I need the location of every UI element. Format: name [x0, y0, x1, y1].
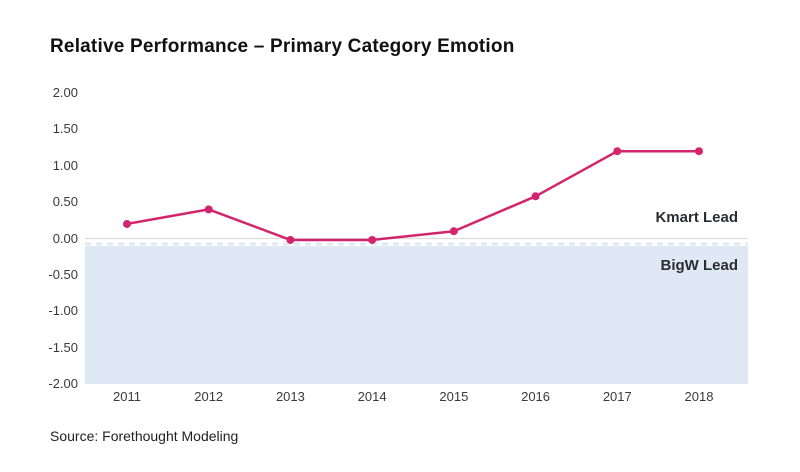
data-point — [449, 227, 458, 236]
x-axis-tick-label: 2018 — [684, 389, 714, 404]
data-point — [123, 219, 131, 228]
kmart-lead-label: Kmart Lead — [655, 209, 738, 226]
y-axis-tick-label: -1.50 — [48, 339, 78, 355]
bigw-lead-label: BigW Lead — [660, 257, 739, 274]
y-axis-tick-label: 0.50 — [52, 194, 78, 210]
data-point — [695, 147, 703, 156]
y-axis-tick-label: 0.00 — [52, 230, 78, 246]
data-point — [286, 235, 295, 244]
x-axis-tick-label: 2014 — [357, 389, 387, 404]
x-axis-tick-label: 2015 — [439, 389, 469, 404]
x-axis-tick-label: 2011 — [113, 389, 141, 404]
x-axis-tick-label: 2017 — [602, 389, 632, 404]
y-axis-tick-label: -2.00 — [48, 376, 78, 391]
y-axis-tick-label: 1.50 — [52, 121, 78, 137]
line-series — [125, 149, 701, 242]
data-point — [613, 147, 622, 156]
bigw-lead-region — [85, 246, 748, 384]
y-axis-tick-label: 1.00 — [52, 157, 78, 173]
page-title: Relative Performance – Primary Category … — [50, 36, 515, 57]
x-axis-tick-label: 2013 — [275, 389, 305, 404]
data-point — [204, 205, 213, 214]
x-axis-tick-label: 2012 — [194, 389, 224, 404]
data-point — [531, 192, 540, 201]
y-axis-tick-label: -0.50 — [48, 266, 78, 282]
y-axis-tick-label: -1.00 — [48, 303, 78, 319]
y-axis-tick-label: 2.00 — [52, 85, 78, 100]
x-axis-tick-label: 2016 — [521, 389, 551, 404]
source-note: Source: Forethought Modeling — [50, 428, 239, 444]
data-point — [368, 235, 377, 244]
